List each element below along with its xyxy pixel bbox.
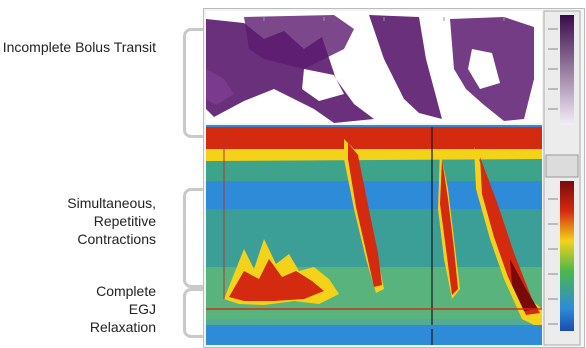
impedance-colorbar	[560, 15, 574, 125]
contraction-red-left	[229, 259, 324, 301]
bracket-simultaneous	[183, 188, 204, 288]
bracket-complete-egj	[183, 288, 204, 338]
pressure-panel	[206, 125, 542, 345]
sweep-red-2	[440, 159, 458, 295]
scale-separator-box	[545, 154, 579, 178]
label-incomplete-bolus-text: Incomplete Bolus Transit	[2, 39, 156, 55]
impedance-region-3	[369, 15, 442, 119]
sweep-red-1	[348, 143, 382, 287]
label-incomplete-bolus: Incomplete Bolus Transit	[0, 38, 156, 56]
label-simultaneous-text: Simultaneous, Repetitive Contractions	[67, 195, 156, 247]
impedance-region-2	[244, 15, 354, 69]
manometry-plot	[203, 8, 585, 348]
pressure-band-upper	[206, 159, 542, 181]
scale-panel	[543, 10, 581, 346]
pressure-colorbar	[560, 181, 574, 331]
impedance-ticks	[263, 17, 505, 21]
impedance-gap-2	[468, 49, 500, 89]
impedance-region-5	[206, 69, 234, 105]
label-complete-egj-text: Complete EGJ Relaxation	[89, 283, 156, 335]
sweep-peak-3	[510, 259, 538, 311]
scale-ticks	[548, 28, 558, 325]
impedance-gap-1	[302, 69, 344, 101]
manometry-svg	[206, 10, 581, 346]
ues-yellow-rim	[206, 149, 542, 161]
bracket-incomplete-bolus	[183, 28, 204, 138]
label-simultaneous: Simultaneous, Repetitive Contractions	[16, 194, 156, 248]
label-complete-egj: Complete EGJ Relaxation	[66, 282, 156, 336]
impedance-panel	[206, 11, 542, 123]
